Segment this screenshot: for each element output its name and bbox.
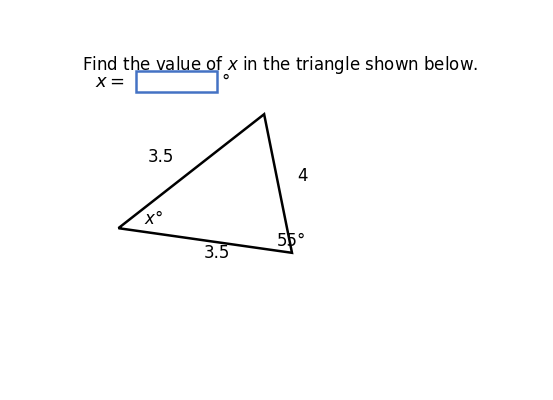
Text: $x =$: $x =$: [95, 73, 124, 91]
Text: $x$°: $x$°: [144, 210, 163, 228]
Text: Find the value of $x$ in the triangle shown below.: Find the value of $x$ in the triangle sh…: [82, 54, 478, 76]
Text: 4: 4: [298, 167, 308, 185]
Text: °: °: [221, 72, 229, 90]
Text: 3.5: 3.5: [204, 244, 230, 262]
FancyBboxPatch shape: [135, 72, 217, 92]
Text: 3.5: 3.5: [148, 148, 174, 166]
Text: 55°: 55°: [277, 232, 306, 250]
